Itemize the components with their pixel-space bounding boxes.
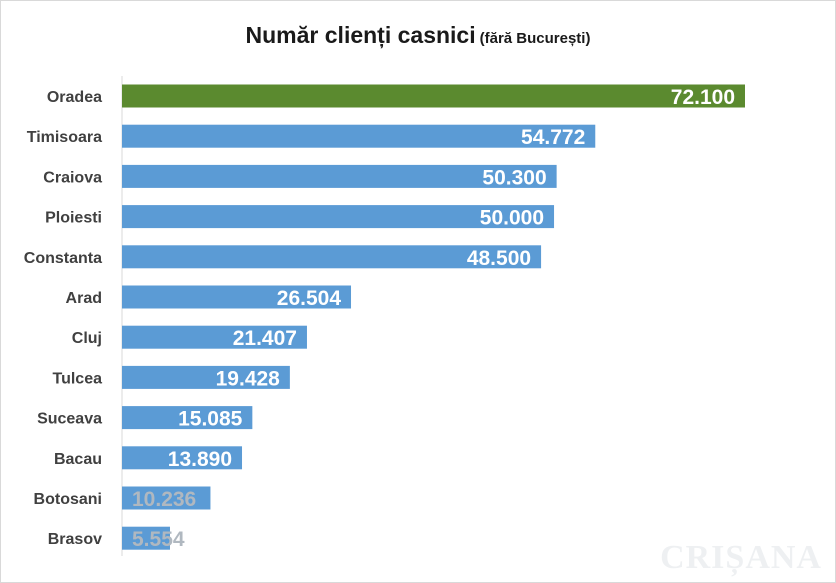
value-label-botosani: 10.236	[132, 488, 196, 511]
category-label-craiova: Craiova	[43, 169, 102, 186]
bar-suceava	[122, 406, 253, 430]
value-label-constanta: 48.500	[467, 247, 531, 270]
chart-title-sub: (fără București)	[479, 30, 591, 47]
chart-title-main: Număr clienți casnici	[245, 22, 476, 48]
value-label-craiova: 50.300	[482, 166, 546, 189]
value-label-cluj: 21.407	[233, 327, 297, 350]
category-label-brasov: Brasov	[48, 531, 102, 548]
value-label-suceava: 15.085	[178, 408, 243, 431]
value-label-tulcea: 19.428	[216, 367, 281, 390]
watermark-logo: CRIȘANA	[660, 539, 822, 576]
value-label-bacau: 13.890	[168, 448, 232, 471]
bar-botosani	[122, 486, 211, 510]
bar-timisoara	[122, 124, 596, 148]
value-label-timisoara: 54.772	[521, 126, 585, 149]
category-label-cluj: Cluj	[72, 330, 102, 347]
category-label-botosani: Botosani	[34, 491, 102, 508]
category-label-constanta: Constanta	[24, 250, 102, 267]
chart-title: Număr clienți casnici (fără București)	[0, 22, 836, 49]
category-label-arad: Arad	[66, 290, 102, 307]
category-label-oradea: Oradea	[47, 89, 102, 106]
bar-tulcea	[122, 365, 290, 389]
category-label-timisoara: Timisoara	[27, 129, 102, 146]
category-label-ploiesti: Ploiesti	[45, 210, 102, 227]
bar-brasov	[122, 526, 170, 550]
bar-cluj	[122, 325, 307, 349]
value-label-brasov: 5.554	[132, 528, 185, 551]
category-label-bacau: Bacau	[54, 451, 102, 468]
bar-arad	[122, 285, 352, 309]
category-label-tulcea: Tulcea	[53, 370, 103, 387]
value-label-ploiesti: 50.000	[480, 207, 544, 230]
bar-oradea	[122, 84, 745, 108]
bar-bacau	[122, 446, 243, 470]
value-label-oradea: 72.100	[671, 86, 735, 109]
category-label-suceava: Suceava	[37, 411, 102, 428]
bar-craiova	[122, 164, 557, 188]
bar-constanta	[122, 245, 542, 269]
bar-ploiesti	[122, 205, 555, 229]
value-label-arad: 26.504	[277, 287, 342, 310]
